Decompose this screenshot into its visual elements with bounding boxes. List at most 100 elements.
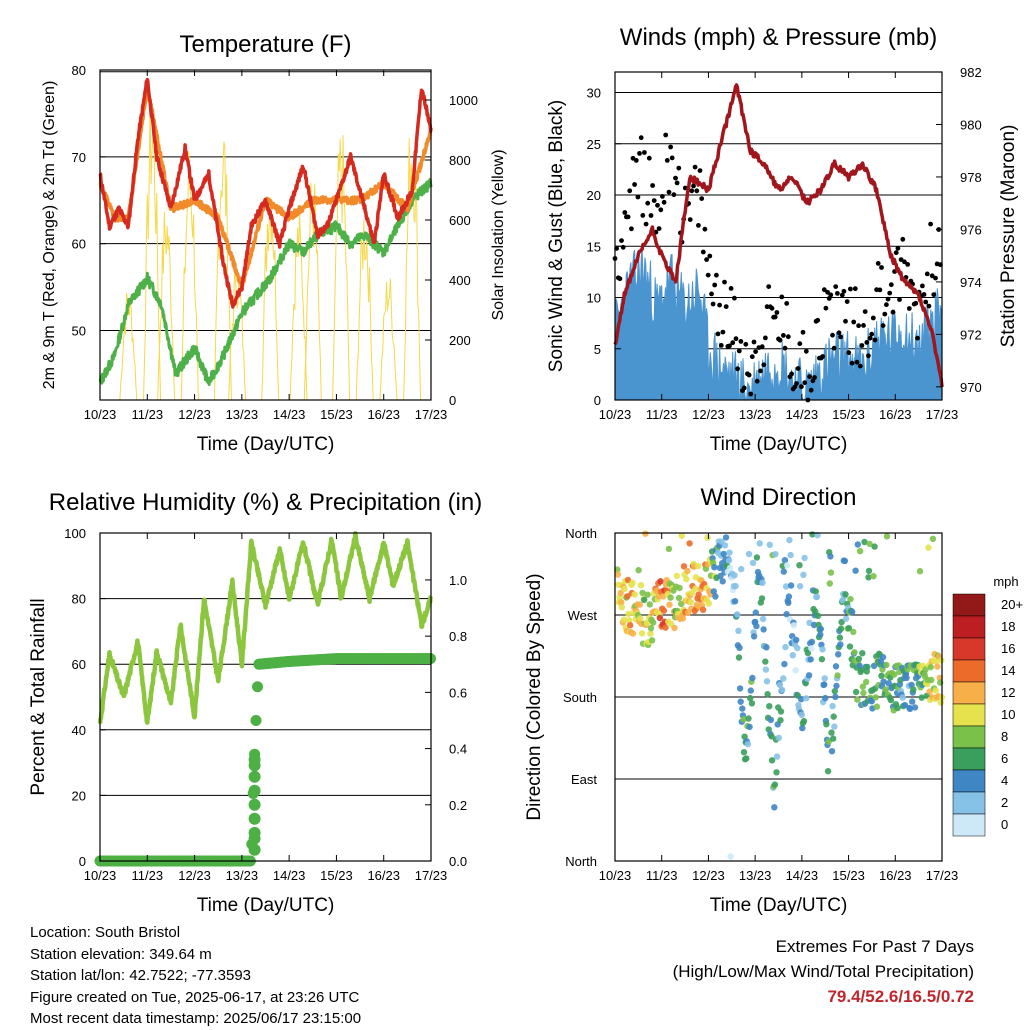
gust-point: [884, 302, 889, 308]
direction-point: [629, 630, 637, 637]
direction-point: [880, 678, 887, 685]
direction-point: [796, 583, 804, 590]
gust-point: [704, 257, 709, 262]
gust-point: [687, 217, 693, 223]
gust-point: [696, 223, 701, 228]
gust-point: [895, 245, 901, 251]
direction-point: [927, 663, 934, 671]
direction-point: [731, 598, 739, 605]
colorbar-swatch: [952, 637, 986, 661]
colorbar-swatch: [952, 703, 986, 727]
y2-tick-label: 600: [449, 213, 471, 228]
gust-point: [926, 303, 932, 309]
y-axis-label: Direction (Colored By Speed): [524, 573, 545, 820]
x-tick-label: 15/23: [832, 407, 865, 422]
direction-point: [828, 729, 835, 736]
gust-point: [859, 343, 865, 348]
gust-point: [931, 292, 937, 297]
direction-point: [842, 615, 850, 622]
y2-tick-label: 974: [960, 275, 982, 290]
direction-point: [894, 704, 901, 712]
direction-point: [768, 757, 776, 764]
gust-point: [700, 249, 706, 255]
direction-point: [821, 675, 828, 682]
x-tick-label: 10/23: [599, 407, 632, 422]
direction-point: [625, 610, 632, 618]
gust-point: [707, 253, 713, 259]
x-tick-label: 11/23: [131, 407, 163, 422]
direction-point: [860, 689, 867, 697]
direction-point: [803, 695, 810, 702]
gust-point: [645, 200, 651, 206]
gust-point: [722, 279, 727, 285]
gust-point: [820, 354, 825, 359]
direction-point: [784, 562, 791, 569]
gust-point: [751, 339, 757, 345]
direction-point: [798, 696, 805, 703]
y-tick-label: 60: [72, 657, 86, 672]
direction-point: [879, 654, 887, 661]
x-axis: 10/23 11/23 12/23 13/23 14/23 15/23 16/23 17/23…: [599, 533, 959, 916]
gust-point: [632, 182, 637, 187]
gust-point: [671, 192, 677, 198]
x-axis: 10/23 11/23 12/23 13/23 14/23 15/23 16/23 17/23…: [84, 533, 447, 916]
gust-point: [800, 329, 806, 335]
y-axis: 0 20 40 60 80 100 Percent & Total Rainfall: [28, 526, 106, 869]
gust-point: [658, 207, 664, 213]
direction-point: [882, 686, 889, 693]
gust-point: [720, 329, 726, 335]
gust-point: [648, 213, 654, 218]
direction-point: [804, 649, 812, 657]
direction-point: [798, 711, 805, 718]
direction-point: [801, 554, 808, 562]
x-tick-label: 17/23: [926, 868, 959, 883]
gust-point: [933, 275, 938, 281]
gust-point: [663, 132, 669, 138]
colorbar-swatch: [952, 791, 986, 815]
gust-point: [828, 292, 834, 298]
gust-point: [849, 360, 855, 366]
y2-tick-label: 0.4: [449, 742, 467, 757]
direction-point: [824, 768, 832, 775]
gust-point: [921, 292, 927, 297]
y2-tick-label: 0.2: [449, 798, 467, 813]
direction-point: [773, 753, 781, 760]
direction-point: [910, 686, 917, 693]
gust-point: [617, 276, 623, 282]
gust-point: [879, 265, 884, 270]
gust-point: [746, 372, 752, 378]
colorbar-label: 14: [1001, 663, 1015, 678]
direction-point: [726, 549, 733, 556]
gust-point: [772, 314, 778, 320]
gust-point: [835, 291, 840, 296]
x-tick-label: 15/23: [320, 868, 353, 883]
gust-point: [821, 287, 827, 293]
gust-point: [656, 226, 662, 232]
direction-point: [738, 565, 745, 573]
direction-point: [827, 553, 834, 560]
direction-point: [732, 582, 739, 590]
direction-point: [864, 663, 871, 671]
insolation-line: [332, 135, 351, 401]
direction-point: [812, 588, 819, 595]
direction-point: [657, 578, 664, 585]
gust-point: [864, 340, 870, 345]
x-tick-label: 13/23: [226, 407, 259, 422]
gust-point: [673, 175, 678, 181]
direction-point: [736, 644, 743, 651]
direction-point: [835, 651, 842, 658]
y-axis-label: 2m & 9m T (Red, Orange) & 2m Td (Green): [41, 81, 58, 390]
gust-point: [735, 366, 740, 372]
colorbar-label: 8: [1001, 729, 1008, 744]
gust-point: [854, 359, 860, 365]
direction-point: [906, 705, 914, 712]
gust-point: [689, 188, 695, 194]
direction-point: [781, 660, 788, 668]
direction-point: [617, 589, 624, 597]
direction-point: [760, 626, 767, 633]
gust-point: [777, 337, 783, 343]
direction-point: [916, 568, 924, 575]
direction-point: [928, 676, 935, 684]
y-tick-label: 10: [587, 291, 601, 306]
